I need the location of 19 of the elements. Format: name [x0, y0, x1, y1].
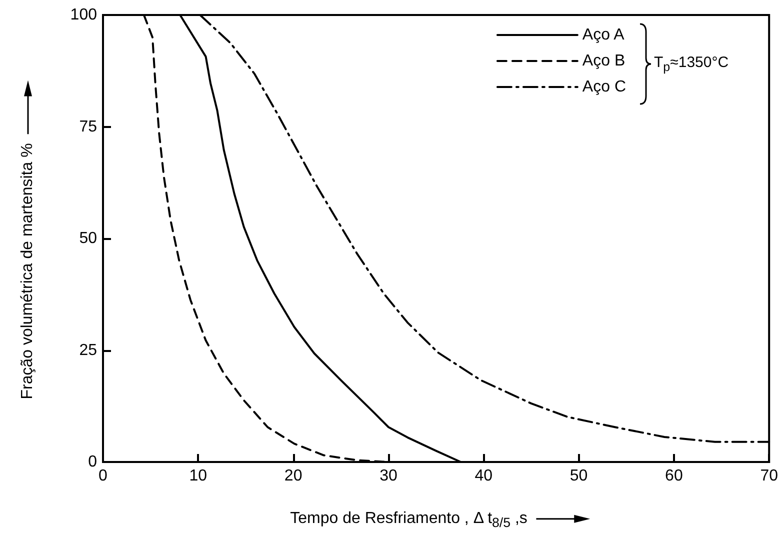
y-tick-label: 75	[79, 118, 98, 136]
x-axis-title: Tempo de Resfriamento , Δ t$_{8/5}$ ,s	[290, 510, 528, 530]
y-tick-label: 50	[79, 230, 98, 247]
x-tick-label: 10	[189, 468, 208, 484]
y-tick-label: 0	[88, 454, 98, 470]
x-tick-label: 60	[665, 468, 683, 484]
y-axis-title: Fração volumétrica de martensita %	[19, 142, 37, 400]
x-tick-label: 40	[474, 468, 493, 484]
legend-label: Aço B	[582, 52, 626, 70]
x-tick-label: 20	[284, 468, 302, 484]
annotation: T$_{p}$≈1350°C	[654, 54, 729, 74]
x-tick-label: 50	[570, 468, 588, 484]
legend-label: Aço A	[582, 26, 625, 44]
x-tick-label: 0	[98, 468, 108, 484]
x-tick-label: 70	[760, 468, 778, 484]
legend-label: Aço C	[582, 78, 626, 96]
y-tick-label: 100	[70, 6, 98, 24]
y-tick-label: 25	[79, 342, 98, 359]
x-tick-label: 30	[380, 468, 398, 484]
